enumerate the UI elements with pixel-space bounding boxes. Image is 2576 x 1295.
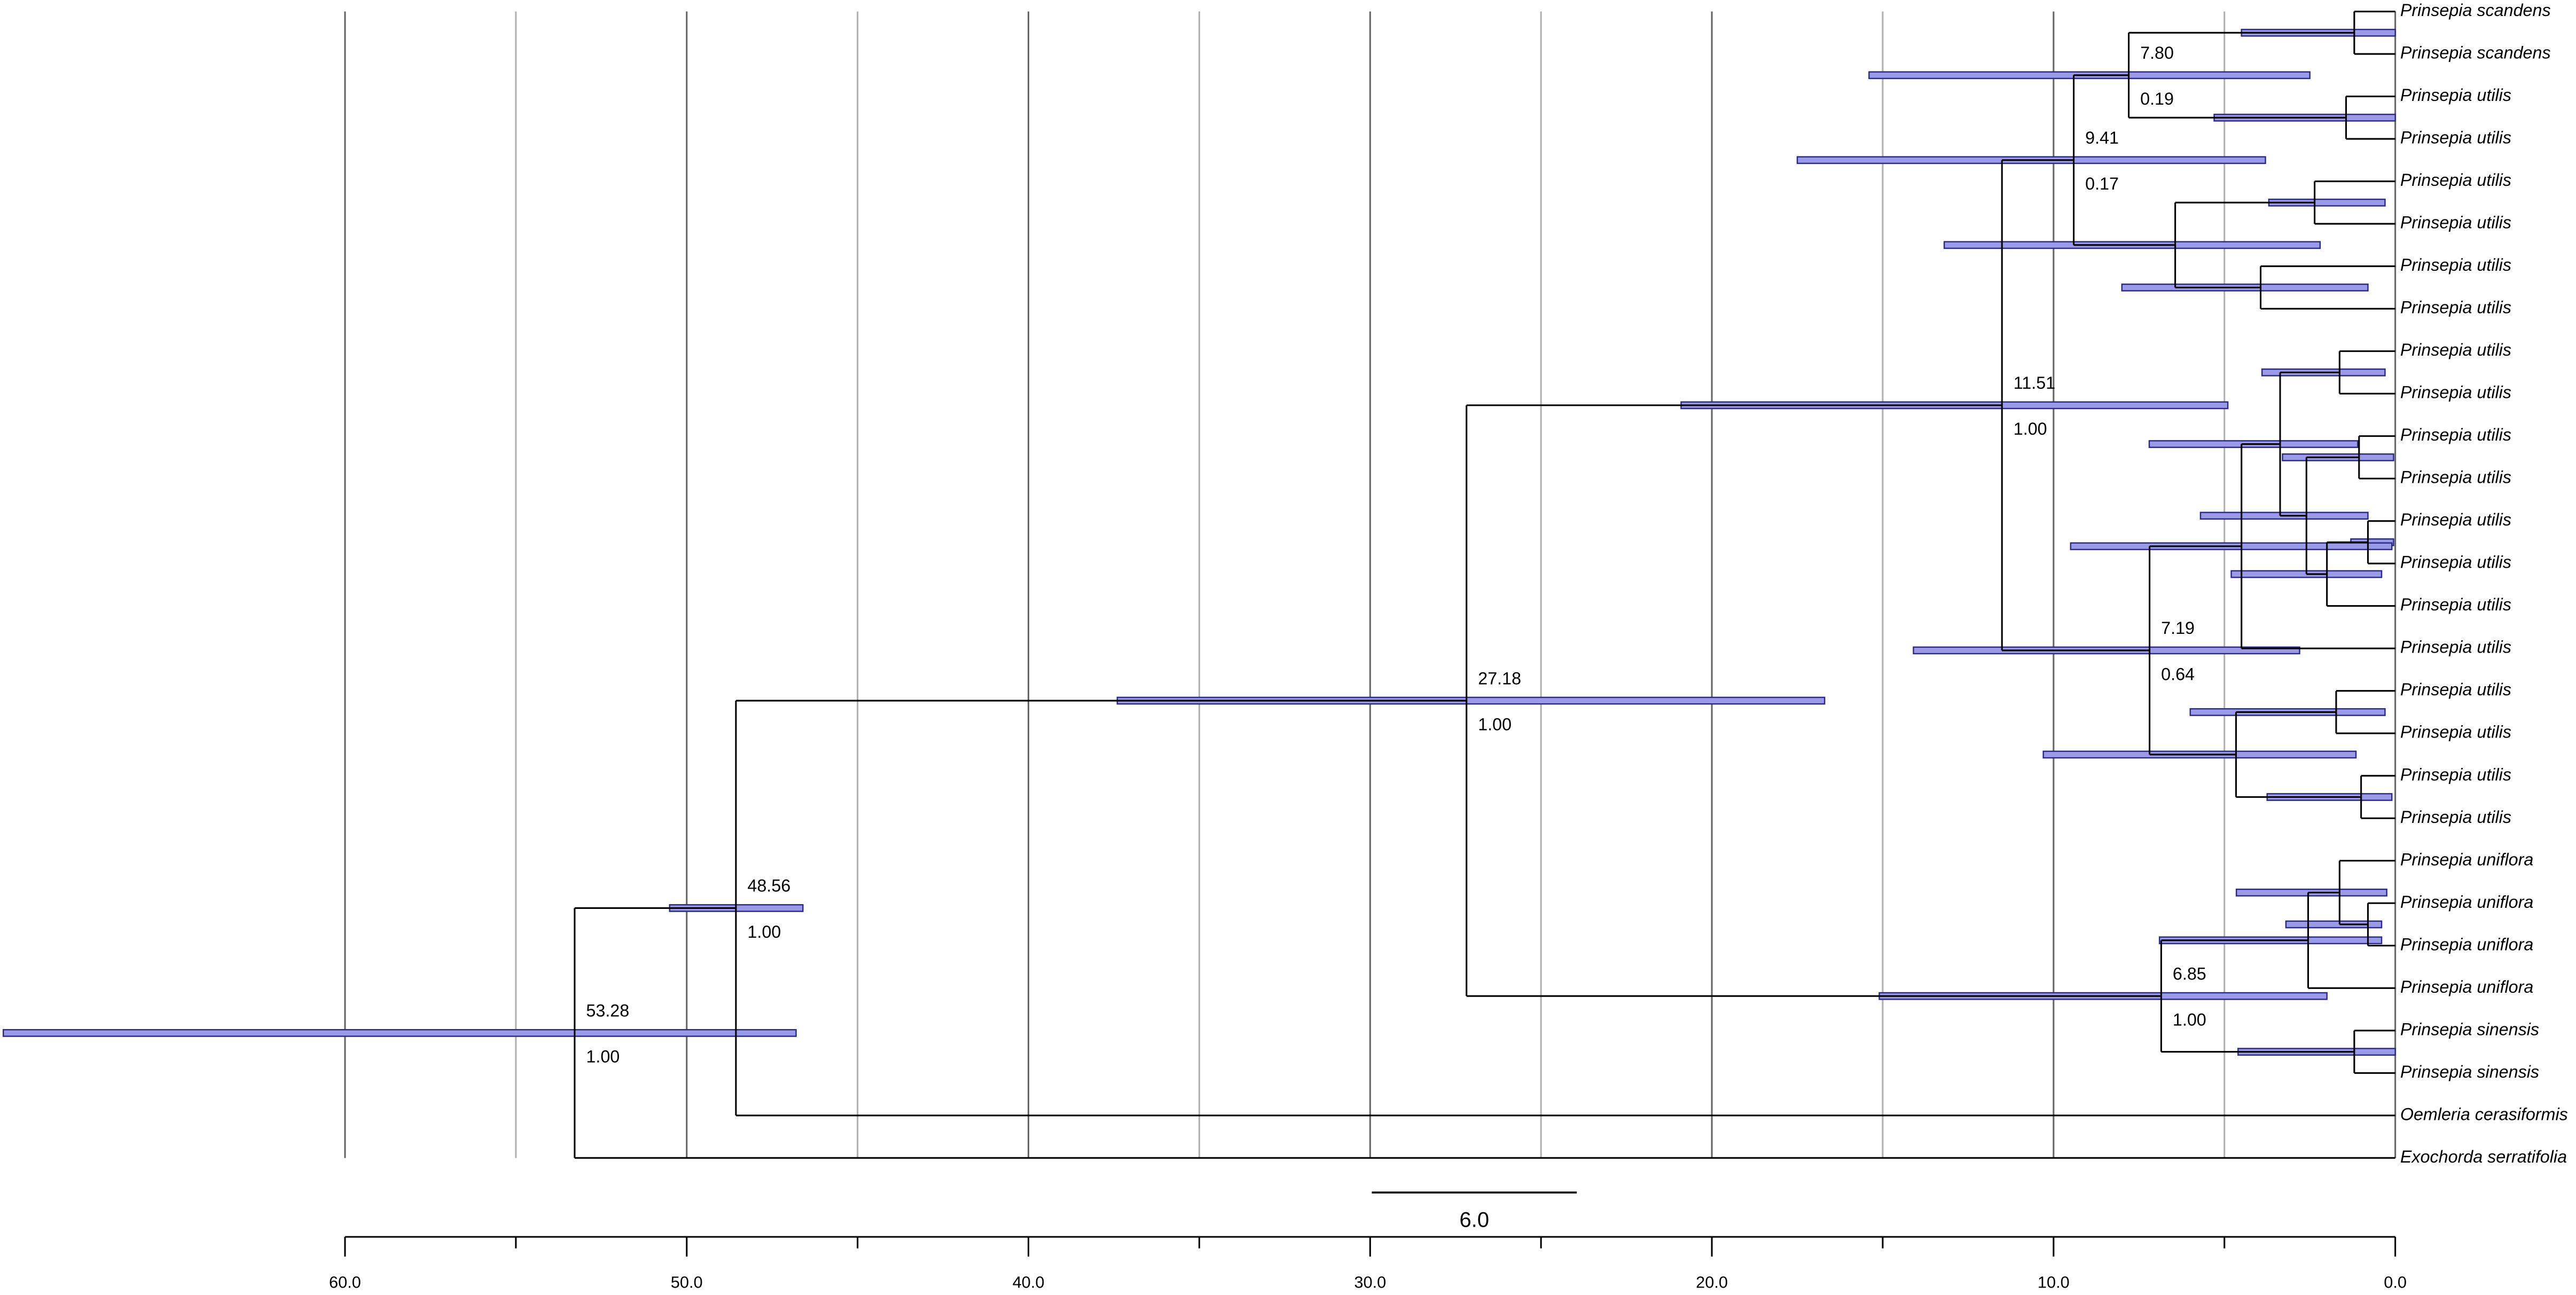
scale-bar-label: 6.0 xyxy=(1460,1208,1490,1232)
node-age-label: 27.18 xyxy=(1478,669,1521,688)
tip-label: Oemleria cerasiformis xyxy=(2400,1104,2568,1124)
x-tick-label: 0.0 xyxy=(2384,1273,2407,1291)
x-tick-label: 50.0 xyxy=(671,1273,703,1291)
node-posterior-label: 1.00 xyxy=(1478,715,1512,734)
branches xyxy=(574,10,2395,1159)
node-posterior-label: 0.19 xyxy=(2140,89,2174,108)
tip-label: Prinsepia uniflora xyxy=(2400,977,2533,996)
tip-label: Prinsepia uniflora xyxy=(2400,850,2533,869)
node-age-label: 11.51 xyxy=(2014,373,2055,393)
node-age-label: 48.56 xyxy=(747,876,790,896)
tip-label: Prinsepia utilis xyxy=(2400,510,2511,529)
tip-label: Prinsepia uniflora xyxy=(2400,892,2533,912)
tip-label: Prinsepia utilis xyxy=(2400,425,2511,444)
tip-label: Prinsepia utilis xyxy=(2400,638,2511,657)
tip-label: Prinsepia sinensis xyxy=(2400,1019,2539,1039)
node-posterior-label: 1.00 xyxy=(2014,419,2047,438)
tip-label: Prinsepia utilis xyxy=(2400,807,2511,827)
tip-label: Exochorda serratifolia xyxy=(2400,1147,2567,1166)
x-tick-label: 20.0 xyxy=(1696,1273,1728,1291)
grid xyxy=(344,11,2397,1158)
node-age-label: 7.80 xyxy=(2140,43,2174,62)
tip-label: Prinsepia utilis xyxy=(2400,383,2511,402)
node-posterior-label: 0.64 xyxy=(2161,664,2195,684)
tip-label: Prinsepia utilis xyxy=(2400,170,2511,190)
tip-label: Prinsepia scandens xyxy=(2400,43,2551,62)
tip-label: Prinsepia utilis xyxy=(2400,680,2511,699)
tip-label: Prinsepia sinensis xyxy=(2400,1062,2539,1081)
node-posterior-label: 1.00 xyxy=(747,922,781,941)
node-posterior-label: 1.00 xyxy=(586,1047,620,1066)
tip-label: Prinsepia utilis xyxy=(2400,468,2511,487)
node-age-label: 6.85 xyxy=(2173,964,2206,983)
x-tick-label: 40.0 xyxy=(1013,1273,1045,1291)
x-tick-label: 60.0 xyxy=(329,1273,361,1291)
x-tick-label: 10.0 xyxy=(2038,1273,2070,1291)
hpd-bar xyxy=(2,1029,797,1037)
axis: 60.0 50.0 40.0 30.0 20.0 10.0 0.0 6.0 xyxy=(329,1191,2407,1291)
tip-label: Prinsepia utilis xyxy=(2400,340,2511,359)
x-tick-label: 30.0 xyxy=(1354,1273,1386,1291)
tip-label: Prinsepia utilis xyxy=(2400,765,2511,784)
node-age-label: 7.19 xyxy=(2161,618,2195,638)
tip-label: Prinsepia utilis xyxy=(2400,128,2511,147)
tip-label: Prinsepia uniflora xyxy=(2400,935,2533,954)
tip-label: Prinsepia utilis xyxy=(2400,85,2511,105)
tip-label: Prinsepia utilis xyxy=(2400,255,2511,274)
hpd-bar xyxy=(2285,920,2383,929)
tip-label: Prinsepia utilis xyxy=(2400,595,2511,614)
node-age-label: 9.41 xyxy=(2085,128,2119,147)
tip-label: Prinsepia utilis xyxy=(2400,213,2511,232)
labels: Prinsepia scandens Prinsepia scandens Prin… xyxy=(586,1,2567,1166)
tip-label: Prinsepia utilis xyxy=(2400,298,2511,317)
tip-label: Prinsepia scandens xyxy=(2400,1,2551,20)
tip-label: Prinsepia utilis xyxy=(2400,553,2511,572)
hpd-bars xyxy=(2,28,2396,1056)
node-age-label: 53.28 xyxy=(586,1001,629,1021)
tip-label: Prinsepia utilis xyxy=(2400,723,2511,742)
node-posterior-label: 1.00 xyxy=(2173,1010,2206,1030)
node-posterior-label: 0.17 xyxy=(2085,174,2119,193)
